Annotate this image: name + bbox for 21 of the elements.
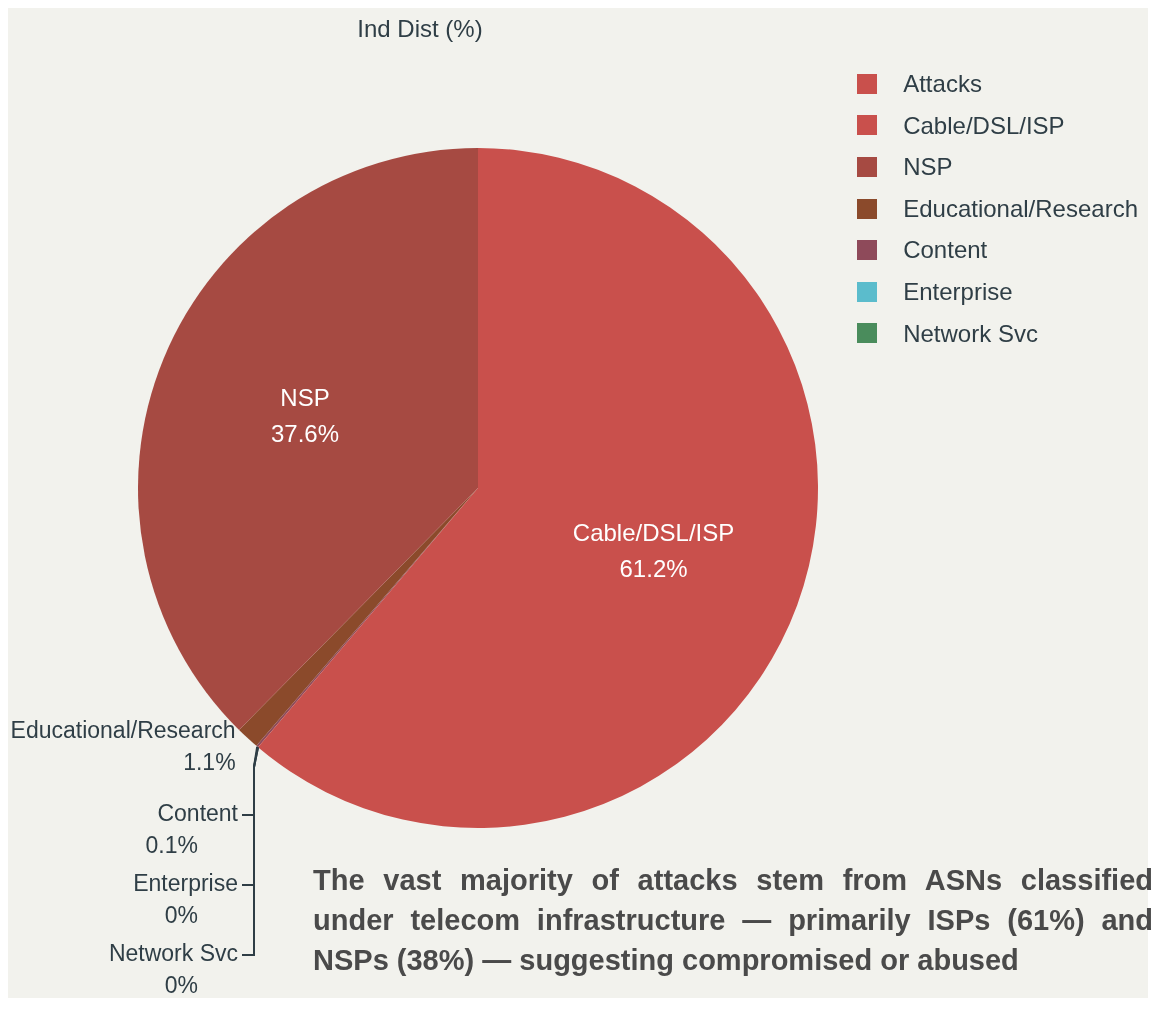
legend-label: Content: [903, 235, 988, 266]
legend-label: Enterprise: [903, 276, 1013, 307]
legend-label: NSP: [903, 152, 953, 183]
text: 0%: [164, 902, 198, 929]
category-label: Network Svc: [108, 940, 238, 967]
chart-title: Ind Dist (%): [357, 14, 483, 42]
data-label: 0.1%: [145, 832, 198, 859]
slice-label: Cable/DSL/ISP: [572, 519, 735, 547]
data-label: 61.2%: [619, 555, 688, 583]
legend-label: Cable/DSL/ISP: [903, 110, 1065, 141]
data-label: 1.1%: [183, 749, 236, 776]
slice-label: NSP: [280, 383, 330, 411]
text: 0%: [164, 972, 198, 999]
legend-label: Network Svc: [903, 318, 1038, 349]
slice-label: Content: [157, 800, 239, 827]
legend-title: Attacks: [903, 69, 982, 99]
data-label: 37.6%: [270, 419, 340, 447]
legend-label: Educational/Research: [903, 193, 1138, 224]
category-label: Enterprise: [133, 870, 238, 897]
slice-label: Educational/Research: [10, 717, 236, 744]
text: The vast majority of attacks stem from ASNs classified under telecom infrastructure — primarily ISPs (61%) and NSPs (38%) — suggesting compromised or abused: [313, 863, 1153, 978]
